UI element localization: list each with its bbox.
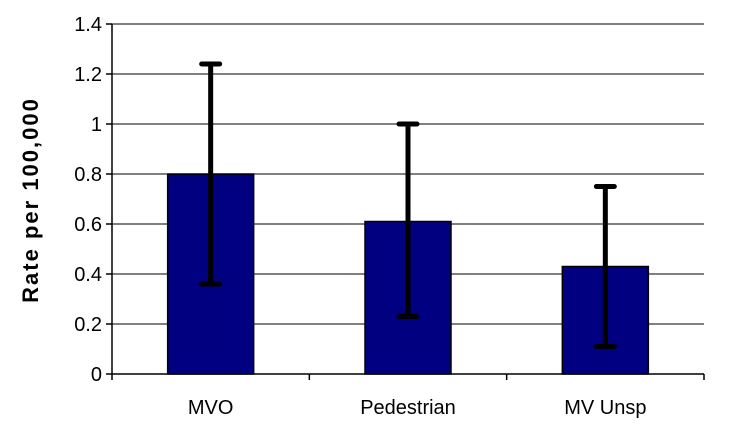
axes xyxy=(111,24,704,375)
y-tick-label: 0 xyxy=(91,364,102,386)
x-category-label: Pedestrian xyxy=(360,397,456,419)
y-tick-label: 0.2 xyxy=(74,314,102,336)
x-category-labels: MVO Pedestrian MV Unsp xyxy=(188,397,647,419)
error-bars xyxy=(199,61,617,349)
y-tick-label: 0.4 xyxy=(74,264,102,286)
y-tick-label: 1.2 xyxy=(74,64,102,86)
y-tick-label: 1.4 xyxy=(74,14,102,36)
x-category-label: MVO xyxy=(188,397,234,419)
y-axis-title: Rate per 100,000 xyxy=(18,97,43,303)
x-category-label: MV Unsp xyxy=(564,397,646,419)
y-tick-label: 0.8 xyxy=(74,164,102,186)
y-tick-label: 0.6 xyxy=(74,214,102,236)
y-ticks: 0 0.2 0.4 0.6 0.8 1 1.2 1.4 xyxy=(74,14,705,386)
y-tick-label: 1 xyxy=(91,114,102,136)
